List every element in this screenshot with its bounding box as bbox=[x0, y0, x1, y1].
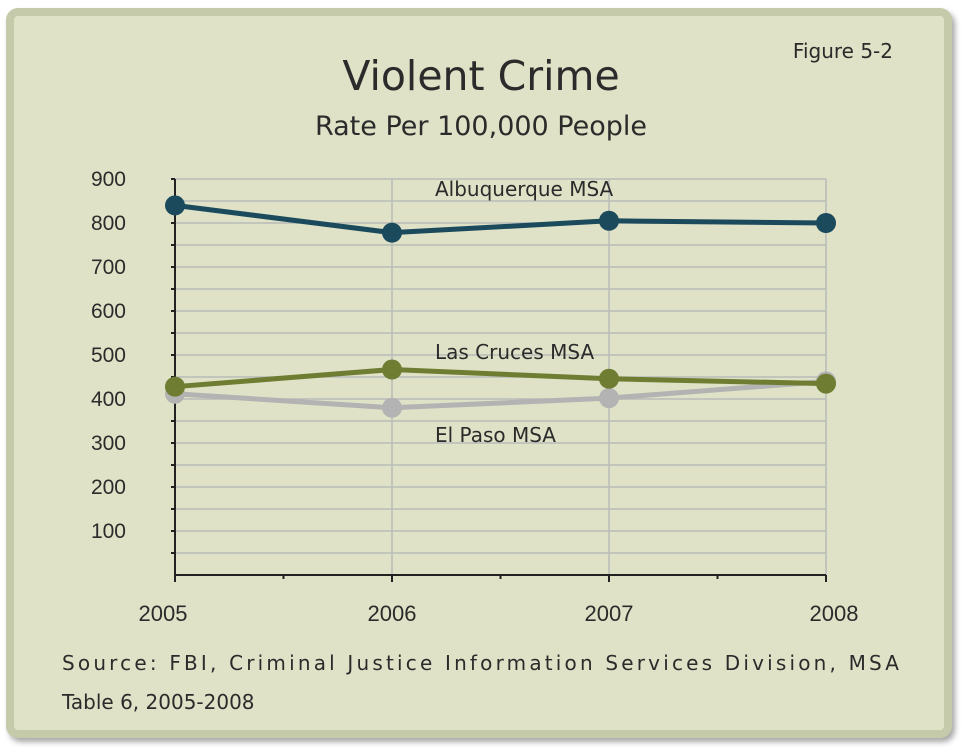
chart-title: Violent Crime bbox=[342, 52, 619, 100]
source-text-line1: Source: FBI, Criminal Justice Informatio… bbox=[62, 651, 899, 675]
y-tick-label: 400 bbox=[91, 388, 126, 411]
axes: 100 200 300 400 500 600 700 800 900 2005 2006 2007 2… bbox=[91, 168, 859, 626]
series-1 bbox=[165, 359, 836, 397]
series-label: El Paso MSA bbox=[435, 423, 556, 447]
data-point bbox=[599, 368, 619, 389]
y-tick-label: 300 bbox=[91, 432, 126, 455]
series-label: Las Cruces MSA bbox=[435, 340, 594, 364]
data-point bbox=[165, 195, 185, 216]
source-text-line2: Table 6, 2005-2008 bbox=[61, 690, 255, 714]
data-point bbox=[816, 213, 836, 233]
data-point bbox=[382, 359, 402, 380]
data-point bbox=[816, 373, 836, 394]
figure-label: Figure 5-2 bbox=[793, 39, 893, 63]
chart-subtitle: Rate Per 100,000 People bbox=[315, 111, 647, 142]
x-tick-label: 2008 bbox=[810, 601, 859, 626]
series bbox=[165, 195, 836, 418]
data-point bbox=[599, 388, 619, 409]
series-label: Albuquerque MSA bbox=[435, 177, 614, 201]
series-0 bbox=[165, 195, 836, 243]
series-labels: Albuquerque MSA Las Cruces MSA El Paso MSA bbox=[435, 177, 614, 447]
data-point bbox=[165, 376, 185, 397]
y-tick-label: 900 bbox=[91, 168, 126, 191]
x-tick-label: 2007 bbox=[585, 601, 634, 626]
y-tick-label: 700 bbox=[91, 256, 126, 279]
x-tick-label: 2005 bbox=[139, 601, 188, 626]
y-tick-label: 200 bbox=[91, 476, 126, 499]
data-point bbox=[382, 397, 402, 418]
y-tick-label: 100 bbox=[91, 520, 126, 543]
y-tick-label: 600 bbox=[91, 300, 126, 323]
series-2 bbox=[165, 371, 836, 418]
x-tick-label: 2006 bbox=[368, 601, 417, 626]
data-point bbox=[599, 210, 619, 231]
series-line bbox=[174, 202, 827, 236]
series-line bbox=[174, 378, 827, 411]
y-tick-label: 500 bbox=[91, 344, 126, 367]
series-line bbox=[174, 367, 827, 390]
data-point bbox=[382, 222, 402, 243]
y-tick-label: 800 bbox=[91, 212, 126, 235]
